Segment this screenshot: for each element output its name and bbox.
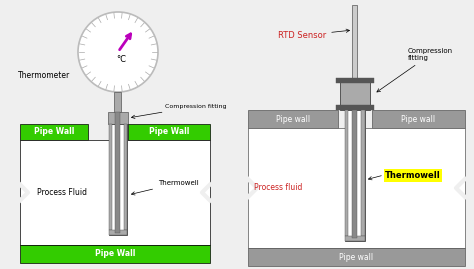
FancyBboxPatch shape bbox=[109, 124, 112, 230]
FancyBboxPatch shape bbox=[20, 245, 210, 263]
FancyBboxPatch shape bbox=[353, 110, 357, 238]
Text: Pipe wall: Pipe wall bbox=[401, 115, 436, 123]
Text: Process fluid: Process fluid bbox=[254, 183, 302, 193]
FancyBboxPatch shape bbox=[124, 124, 127, 230]
Text: Thermowell: Thermowell bbox=[385, 171, 441, 179]
Text: RTD Sensor: RTD Sensor bbox=[278, 29, 349, 40]
FancyBboxPatch shape bbox=[248, 128, 465, 248]
FancyBboxPatch shape bbox=[109, 230, 127, 235]
FancyBboxPatch shape bbox=[340, 78, 370, 110]
FancyBboxPatch shape bbox=[384, 169, 442, 182]
FancyBboxPatch shape bbox=[345, 236, 365, 241]
FancyBboxPatch shape bbox=[128, 124, 210, 140]
Text: Process Fluid: Process Fluid bbox=[37, 188, 87, 197]
Circle shape bbox=[78, 12, 158, 92]
Text: °C: °C bbox=[116, 55, 126, 65]
FancyBboxPatch shape bbox=[345, 110, 348, 236]
FancyBboxPatch shape bbox=[362, 110, 365, 236]
Text: Thermowell: Thermowell bbox=[131, 180, 199, 195]
FancyBboxPatch shape bbox=[353, 5, 357, 110]
Text: Pipe Wall: Pipe Wall bbox=[34, 128, 74, 136]
FancyBboxPatch shape bbox=[336, 105, 374, 110]
Text: Pipe wall: Pipe wall bbox=[276, 115, 310, 123]
FancyBboxPatch shape bbox=[115, 92, 121, 112]
Text: Pipe wall: Pipe wall bbox=[339, 253, 374, 261]
FancyBboxPatch shape bbox=[372, 110, 465, 128]
FancyBboxPatch shape bbox=[336, 78, 374, 83]
Text: Pipe Wall: Pipe Wall bbox=[95, 250, 135, 259]
FancyBboxPatch shape bbox=[20, 124, 88, 140]
FancyBboxPatch shape bbox=[345, 110, 365, 241]
Text: Compression
fitting: Compression fitting bbox=[377, 48, 453, 92]
FancyBboxPatch shape bbox=[20, 140, 210, 245]
FancyBboxPatch shape bbox=[108, 112, 128, 124]
Text: Compression fitting: Compression fitting bbox=[131, 104, 227, 118]
FancyBboxPatch shape bbox=[116, 112, 120, 233]
FancyBboxPatch shape bbox=[248, 110, 338, 128]
FancyBboxPatch shape bbox=[109, 124, 127, 235]
Text: Pipe Wall: Pipe Wall bbox=[149, 128, 189, 136]
Text: Thermometer: Thermometer bbox=[18, 70, 70, 80]
FancyBboxPatch shape bbox=[248, 248, 465, 266]
